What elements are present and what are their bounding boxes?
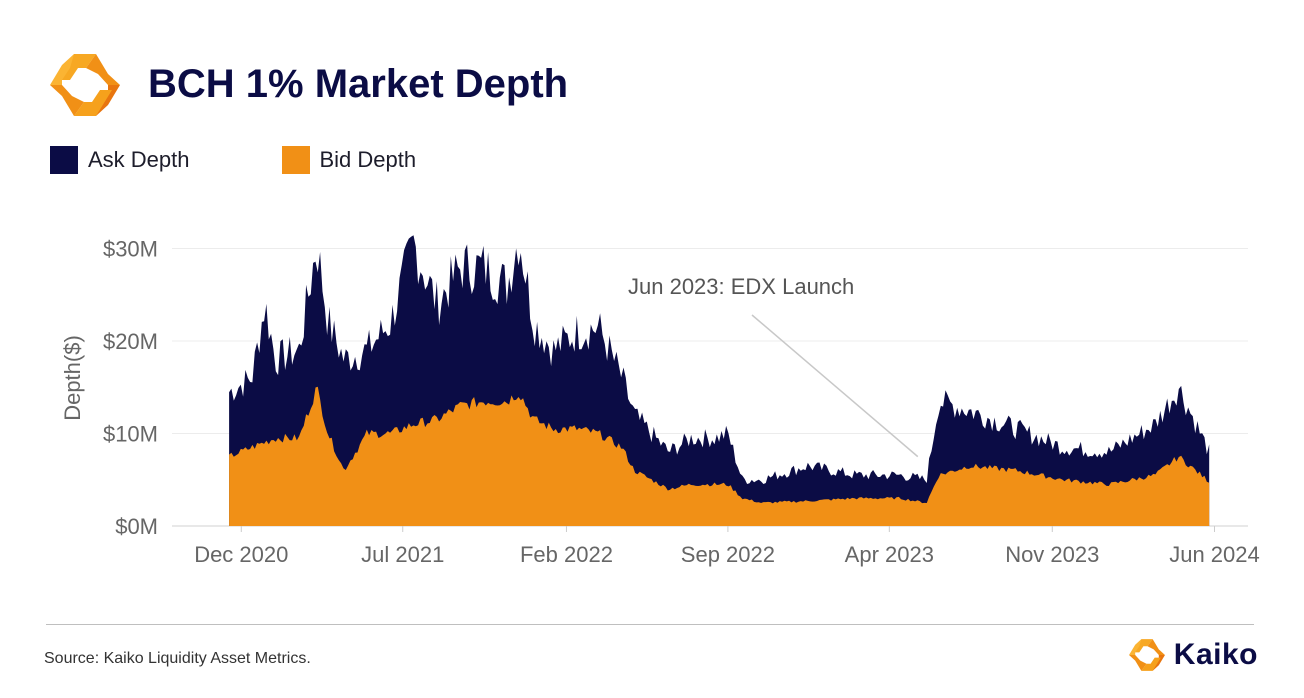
brand-name: Kaiko bbox=[1173, 638, 1258, 671]
legend-swatch-bid-depth bbox=[281, 146, 310, 174]
kaiko-logo-icon bbox=[50, 54, 120, 116]
y-tick-label: $0M bbox=[115, 514, 158, 539]
legend-label-ask-depth: Ask Depth bbox=[88, 147, 190, 172]
footer-divider bbox=[46, 624, 1254, 625]
y-tick-label: $30M bbox=[103, 237, 158, 262]
source-note: Source: Kaiko Liquidity Asset Metrics. bbox=[44, 650, 311, 667]
bid-depth-area bbox=[229, 386, 1210, 526]
legend-label-bid-depth: Bid Depth bbox=[319, 147, 417, 172]
x-tick-label: Jul 2021 bbox=[361, 542, 444, 567]
y-tick-label: $20M bbox=[103, 329, 158, 354]
x-tick-label: Nov 2023 bbox=[1005, 542, 1099, 567]
legend-swatch-ask-depth bbox=[50, 146, 78, 174]
kaiko-brand-icon bbox=[1128, 639, 1165, 671]
x-tick-label: Feb 2022 bbox=[520, 542, 613, 567]
y-tick-label: $10M bbox=[103, 422, 158, 447]
x-tick-label: Dec 2020 bbox=[194, 542, 288, 567]
x-tick-label: Sep 2022 bbox=[681, 542, 775, 567]
depth-chart: $0M $10M $20M $30M Dec 2020 Jul 2021 Feb 2022 S… bbox=[60, 235, 1260, 567]
page-title: BCH 1% Market Depth bbox=[148, 62, 569, 106]
annotation-leader-line bbox=[751, 314, 919, 458]
legend-item-ask-depth: Ask Depth bbox=[50, 146, 190, 174]
legend-item-bid-depth: Bid Depth bbox=[281, 146, 417, 174]
y-axis-label: Depth($) bbox=[60, 335, 85, 421]
x-tick-label: Jun 2024 bbox=[1169, 542, 1260, 567]
x-tick-label: Apr 2023 bbox=[845, 542, 934, 567]
chart-legend: Ask Depth Bid Depth bbox=[50, 146, 508, 174]
annotation-label: Jun 2023: EDX Launch bbox=[628, 274, 854, 299]
brand: Kaiko bbox=[1128, 636, 1258, 674]
